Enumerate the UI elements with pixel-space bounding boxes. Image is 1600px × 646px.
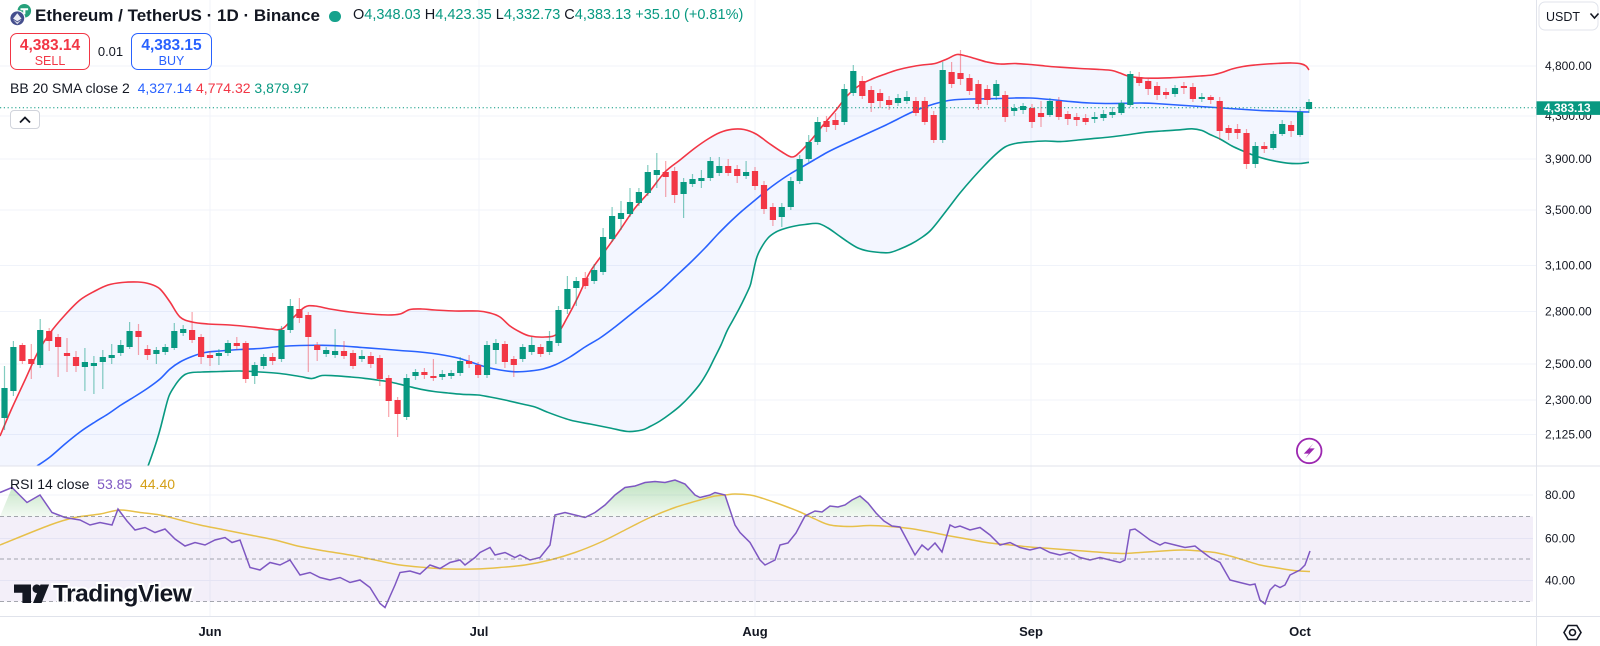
svg-text:Aug: Aug: [742, 624, 767, 639]
svg-text:4,800.00: 4,800.00: [1545, 59, 1592, 73]
svg-text:Jul: Jul: [470, 624, 489, 639]
svg-text:2,300.00: 2,300.00: [1545, 393, 1592, 407]
svg-text:4,383.13: 4,383.13: [1544, 101, 1591, 115]
svg-text:TradingView: TradingView: [53, 581, 193, 608]
svg-text:2,800.00: 2,800.00: [1545, 305, 1592, 319]
svg-text:Jun: Jun: [198, 624, 221, 639]
svg-text:Oct: Oct: [1289, 624, 1311, 639]
svg-text:2,125.00: 2,125.00: [1545, 428, 1592, 442]
svg-text:3,100.00: 3,100.00: [1545, 259, 1592, 273]
svg-text:60.00: 60.00: [1545, 532, 1575, 546]
svg-text:80.00: 80.00: [1545, 488, 1575, 502]
svg-text:USDT: USDT: [1546, 10, 1580, 24]
svg-text:3,900.00: 3,900.00: [1545, 152, 1592, 166]
svg-text:40.00: 40.00: [1545, 574, 1575, 588]
svg-text:2,500.00: 2,500.00: [1545, 357, 1592, 371]
svg-text:3,500.00: 3,500.00: [1545, 203, 1592, 217]
svg-text:Sep: Sep: [1019, 624, 1043, 639]
